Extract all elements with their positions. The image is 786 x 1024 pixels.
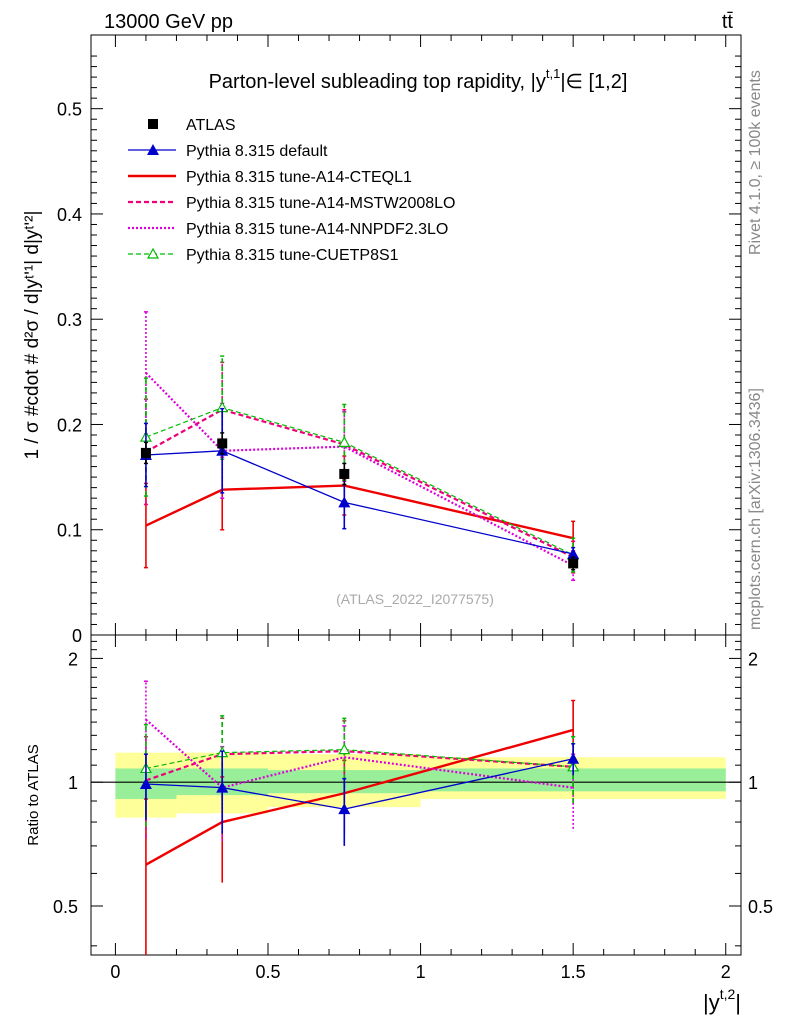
ratio-plot-frame [90, 634, 742, 956]
ratio-series-4-line [145, 718, 574, 789]
ratio-y-tick-label-right: 0.5 [748, 897, 773, 917]
series-5-point [338, 436, 351, 447]
y-tick-label: 0.4 [57, 205, 82, 225]
ratio-series-1-point [338, 803, 351, 815]
legend-label-2: Pythia 8.315 tune-A14-CTEQL1 [186, 169, 412, 186]
ratio-y-axis-label: Ratio to ATLAS [25, 744, 42, 845]
ratio-series-1-line [145, 758, 574, 810]
legend-marker-0 [148, 119, 158, 129]
ratio-y-tick-label: 0.5 [53, 897, 78, 917]
x-tick-label: 0.5 [255, 962, 280, 982]
y-axis-label: 1 / σ #cdot # d²σ / d|yᵗ'¹| d|yᵗ'²| [22, 211, 43, 460]
series-0 [140, 432, 579, 571]
ratio-series [139, 680, 580, 955]
x-axis-label: |yt,2| [703, 986, 741, 1015]
x-tick-label: 2 [721, 962, 731, 982]
legend-label-1: Pythia 8.315 default [186, 143, 328, 160]
mcplots-label: mcplots.cern.ch [arXiv:1306.3436] [747, 388, 764, 630]
series-0-point [339, 468, 350, 479]
series-2 [143, 448, 576, 569]
ratio-y-tick-label-right: 2 [748, 649, 758, 669]
ratio-y-tick-label: 1 [68, 773, 78, 793]
series-5-line [145, 406, 574, 556]
y-tick-label: 0 [72, 626, 82, 646]
chart-title-main: Parton-level subleading top rapidity, |y [209, 71, 546, 93]
x-tick-label: 1 [416, 962, 426, 982]
ratio-y-tick-label: 2 [68, 649, 78, 669]
ratio-series-1-point [567, 752, 580, 764]
uncertainty-bands [91, 752, 741, 818]
series-0-point [140, 447, 151, 458]
process-label: tt̄ [722, 11, 734, 33]
x-axis-label-main: |y [703, 990, 720, 1015]
ratio-series-2 [143, 699, 576, 955]
legend-label-4: Pythia 8.315 tune-A14-NNPDF2.3LO [186, 221, 448, 238]
legend-marker-1 [147, 144, 159, 155]
series-0-point [217, 438, 228, 449]
analysis-watermark: (ATLAS_2022_I2077575) [336, 591, 494, 607]
chart-title: Parton-level subleading top rapidity, |y… [209, 66, 628, 93]
ratio-series-1 [139, 743, 580, 846]
legend-marker-5 [146, 247, 160, 259]
legend: ATLAS Pythia 8.315 default Pythia 8.315 tu… [128, 117, 455, 264]
x-tick-label: 0 [110, 962, 120, 982]
chart-title-tail: |∈ [1,2] [560, 71, 627, 93]
legend-label-5: Pythia 8.315 tune-CUETP8S1 [186, 247, 399, 264]
energy-label: 13000 GeV pp [104, 11, 233, 33]
series-3-line [145, 408, 574, 559]
series-1-point [567, 547, 580, 559]
series-2-line [145, 484, 574, 540]
ratio-series-3-line [145, 750, 574, 782]
ratio-series-1-point [139, 777, 152, 789]
legend-label-3: Pythia 8.315 tune-A14-MSTW2008LO [186, 195, 455, 212]
series-1 [139, 407, 580, 562]
series-1-point [338, 496, 351, 508]
series-4-line [145, 372, 574, 567]
series-0-point [568, 558, 579, 569]
series-5 [139, 355, 580, 573]
ratio-series-2-line [145, 728, 574, 866]
y-tick-label: 0.2 [57, 415, 82, 435]
axis-ticks [91, 35, 741, 955]
ratio-series-5-line [145, 749, 574, 770]
data-series [139, 311, 580, 582]
legend-label-0: ATLAS [186, 117, 236, 134]
x-axis-label-sup: t,2 [720, 986, 736, 1002]
y-tick-label: 0.5 [57, 100, 82, 120]
chart-title-sup: t,1 [546, 66, 560, 81]
axis-tick-labels: 0 0.5 1 1.5 2 0 0.1 0.2 0.3 0.4 0.5 0.5 0.5 1 1 2 2 [53, 100, 773, 982]
series-1-line [145, 450, 574, 555]
y-tick-label: 0.3 [57, 310, 82, 330]
y-tick-label: 0.1 [57, 521, 82, 541]
ratio-y-tick-label-right: 1 [748, 773, 758, 793]
rivet-version-label: Rivet 4.1.0, ≥ 100k events [747, 70, 764, 255]
x-tick-label: 1.5 [561, 962, 586, 982]
series-3 [143, 361, 576, 574]
x-axis-label-tail: | [735, 990, 741, 1015]
ratio-series-5-point [338, 743, 351, 755]
ratio-series-1-point [216, 781, 229, 793]
